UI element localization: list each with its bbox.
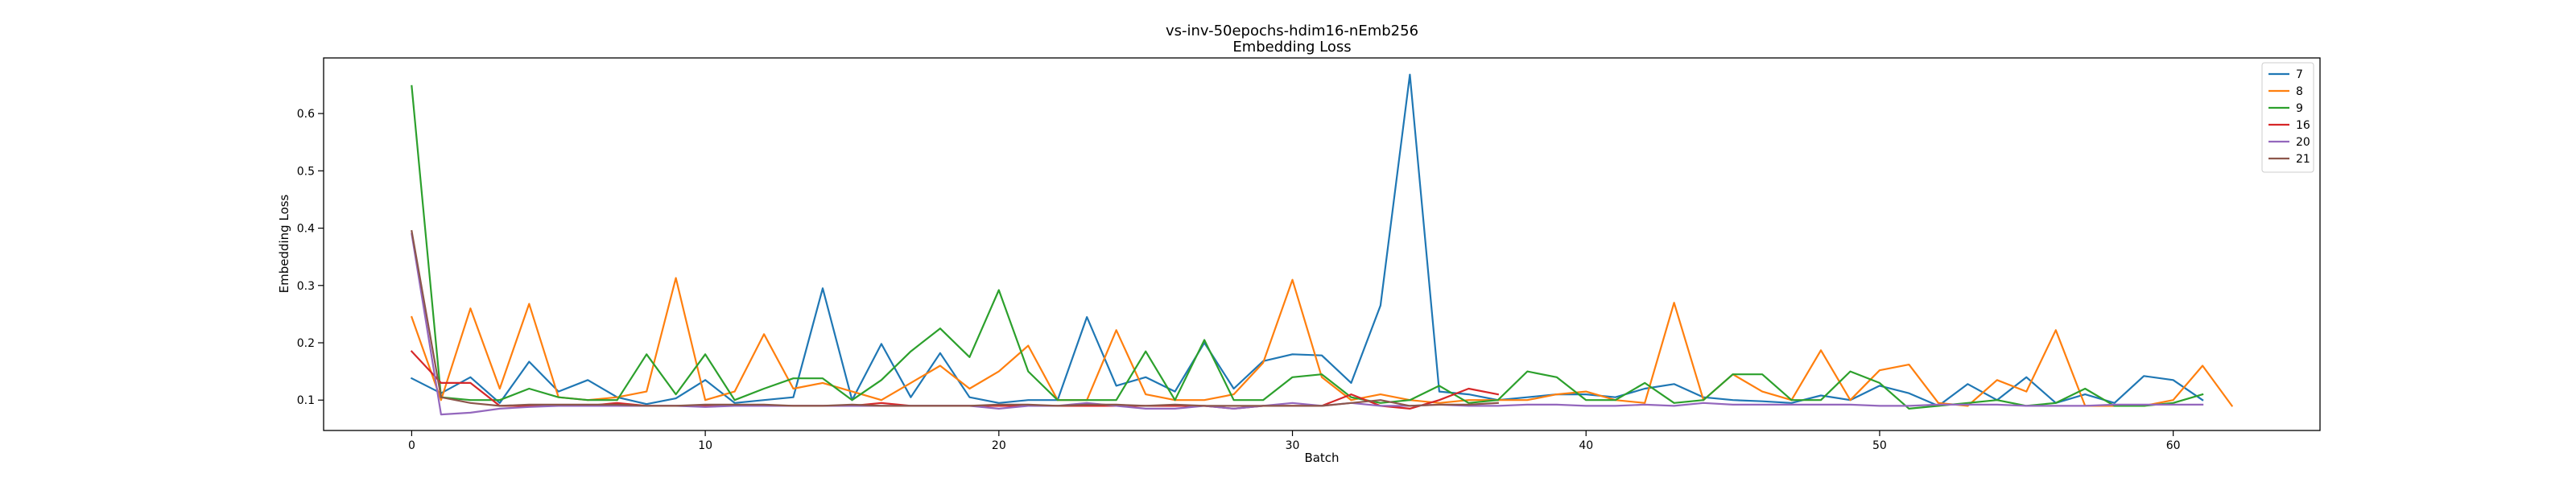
y-tick-label: 0.5 — [297, 165, 315, 178]
x-axis-ticks: 0 10 20 30 40 50 60 — [408, 430, 2181, 452]
series-line-9 — [411, 84, 2204, 410]
legend-label-7: 7 — [2296, 68, 2303, 81]
y-tick-label: 0.6 — [297, 108, 315, 121]
x-tick-label: 40 — [1579, 439, 1593, 452]
x-tick-label: 50 — [1872, 439, 1887, 452]
x-tick-label: 20 — [992, 439, 1006, 452]
y-tick-label: 0.3 — [297, 280, 315, 293]
x-tick-label: 60 — [2166, 439, 2181, 452]
y-axis-ticks: 0.1 0.2 0.3 0.4 0.5 0.6 — [297, 108, 324, 407]
legend-label-9: 9 — [2296, 102, 2303, 115]
chart-title: vs-inv-50epochs-hdim16-nEmb256 — [1166, 23, 1418, 39]
y-tick-label: 0.2 — [297, 337, 315, 350]
x-axis-label: Batch — [1304, 451, 1339, 465]
series-line-7 — [410, 73, 2204, 407]
y-axis-label: Embedding Loss — [277, 194, 291, 293]
x-tick-label: 30 — [1286, 439, 1300, 452]
legend-label-16: 16 — [2296, 119, 2310, 132]
series-line-8 — [410, 277, 2234, 407]
legend-label-21: 21 — [2296, 153, 2310, 166]
x-tick-label: 0 — [408, 439, 415, 452]
series-line-20 — [411, 233, 2204, 416]
series-line-21 — [411, 229, 1499, 407]
plot-area — [323, 57, 2321, 431]
y-tick-label: 0.4 — [297, 223, 315, 236]
x-tick-label: 10 — [698, 439, 712, 452]
series-layer — [410, 73, 2234, 416]
legend-label-20: 20 — [2296, 136, 2310, 149]
chart-subtitle: Embedding Loss — [1232, 39, 1351, 56]
legend-label-8: 8 — [2296, 85, 2303, 98]
legend: 7 8 9 16 20 21 — [2261, 62, 2314, 173]
y-tick-label: 0.1 — [297, 394, 315, 407]
series-line-16 — [410, 350, 1500, 410]
